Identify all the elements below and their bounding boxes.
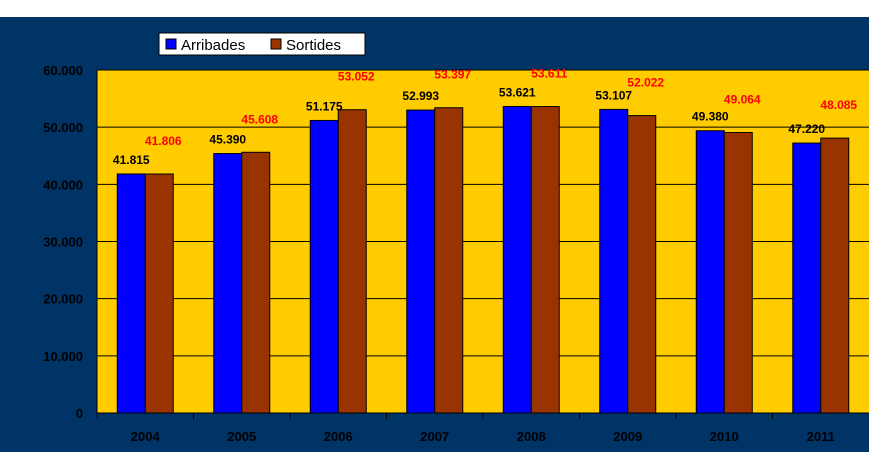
bar-arribades-2009 [599,108,629,414]
bar-arribades-2007 [406,109,436,414]
bar-sortides-2011 [820,137,850,414]
x-tick-label: 2007 [420,429,449,444]
data-label-sortides-2006: 53.052 [338,70,375,84]
data-label-arribades-2004: 41.815 [113,153,150,167]
y-tick-label: 20.000 [43,292,83,307]
bar-arribades-2010 [695,130,725,414]
legend-label-arribades: Arribades [181,37,245,54]
data-label-arribades-2007: 52.993 [402,89,439,103]
bar-arribades-2008 [502,105,532,414]
x-tick-label: 2009 [613,429,642,444]
data-label-sortides-2004: 41.806 [145,134,182,148]
y-tick-label: 30.000 [43,235,83,250]
legend-swatch-sortides [270,38,282,50]
y-axis-tick-labels: 0 10.000 20.000 30.000 40.000 50.000 60.000 [43,63,83,421]
x-tick-label: 2005 [227,429,256,444]
x-tick-label: 2011 [807,429,835,444]
x-tick-label: 2006 [324,429,353,444]
x-tick-label: 2004 [131,429,161,444]
data-label-arribades-2010: 49.380 [692,110,729,124]
x-axis-tick-labels: 2004 2005 2006 2007 2008 2009 2010 2011 [96,413,835,444]
x-tick-label: 2010 [710,429,739,444]
data-label-arribades-2011: 47.220 [788,122,825,136]
y-tick-label: 60.000 [43,63,83,78]
bar-sortides-2008 [530,106,560,414]
bar-sortides-2010 [723,132,753,414]
data-label-arribades-2008: 53.621 [499,85,536,99]
bar-arribades-2011 [792,142,822,414]
x-tick-label: 2008 [517,429,546,444]
data-label-sortides-2005: 45.608 [241,112,278,126]
bar-arribades-2005 [213,153,243,414]
bar-sortides-2005 [241,151,271,414]
legend-box [158,32,366,56]
data-labels: 41.815 41.806 45.390 45.608 51.175 53.052 52.9… [113,67,858,167]
y-tick-label: 40.000 [43,177,83,192]
data-label-sortides-2011: 48.085 [820,98,857,112]
legend-label-sortides: Sortides [286,37,341,54]
legend-swatch-arribades [165,38,177,50]
bar-sortides-2007 [434,107,464,414]
data-label-sortides-2008: 53.611 [531,67,567,81]
data-label-sortides-2007: 53.397 [434,68,471,82]
bar-sortides-2006 [337,109,367,414]
data-label-arribades-2009: 53.107 [595,88,632,102]
bar-sortides-2009 [627,115,657,414]
data-label-sortides-2010: 49.064 [724,93,761,107]
bars [116,105,850,414]
legend: Arribades Sortides [158,32,366,56]
title-strip [0,0,869,17]
data-label-arribades-2005: 45.390 [209,133,246,147]
data-label-sortides-2009: 52.022 [627,76,664,90]
y-tick-label: 0 [76,406,83,421]
y-tick-label: 50.000 [43,120,83,135]
bar-arribades-2006 [309,119,339,414]
y-tick-label: 10.000 [43,349,83,364]
bar-sortides-2004 [144,173,174,414]
data-label-arribades-2006: 51.175 [306,99,343,113]
bar-arribades-2004 [116,173,146,414]
